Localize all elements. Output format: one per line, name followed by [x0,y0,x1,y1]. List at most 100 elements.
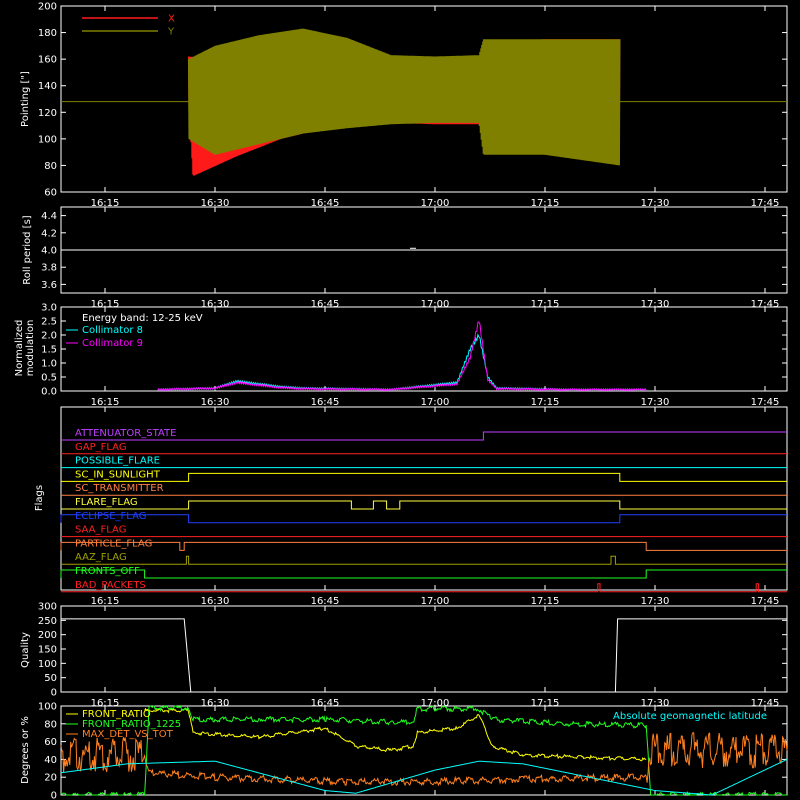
panel-frame [60,5,788,193]
flag-label: ECLIPSE_FLAG [75,511,146,522]
y-tick-label: 200 [38,2,57,13]
y-tick-label: 40 [44,755,57,766]
y-tick-label: 0 [51,791,57,800]
x-tick-label: 17:15 [531,299,560,310]
flag-label: POSSIBLE_FLARE [75,456,160,467]
x-tick-label: 17:15 [531,698,560,709]
x-tick-label: 16:15 [91,698,120,709]
x-tick-label: 16:15 [91,299,120,310]
x-tick-label: 16:30 [201,596,230,607]
y-axis-label: Roll period [s] [22,215,33,284]
x-tick-label: 17:00 [421,596,450,607]
x-tick-label: 16:15 [91,596,120,607]
x-tick-label: 17:15 [531,397,560,408]
y-tick-label: 100 [38,702,57,713]
flag-trace [60,541,787,551]
x-tick-label: 16:30 [201,198,230,209]
y-tick-label: 4.0 [41,246,57,257]
y-axis-label: Quality [20,632,31,668]
flag-label: ATTENUATOR_STATE [75,428,176,439]
series-collimator-9 [157,321,647,392]
x-tick-label: 16:30 [201,698,230,709]
y-tick-label: 3.0 [41,303,57,314]
y-tick-label: 0.0 [41,387,57,398]
series-max-det-vs-tot [60,732,788,787]
y-tick-label: 80 [44,719,57,730]
y-tick-label: 1.0 [41,359,57,370]
y-tick-label: 140 [38,81,57,92]
y-tick-label: 160 [38,55,57,66]
x-tick-label: 16:15 [91,198,120,209]
y-tick-label: 100 [38,134,57,145]
series-front-ratio [144,707,647,762]
x-tick-label: 16:45 [311,397,340,408]
y-tick-label: 1.5 [41,345,57,356]
flag-trace [61,583,787,593]
x-tick-label: 17:45 [751,397,780,408]
x-tick-label: 17:15 [531,198,560,209]
y-tick-label: 150 [38,645,57,656]
series-absolute geomagnetic latitude [60,758,788,796]
x-tick-label: 17:00 [421,198,450,209]
panel-6: 100 80 60 40 20 0 Degrees or % FRONT_RATIOFRONT… [20,702,788,800]
quality-line [61,618,787,693]
flag-label: GAP_FLAG [75,442,127,453]
panel-3: 16:15 16:30 16:45 17:00 17:15 17:30 17:45 3.0 2.… [14,303,788,408]
y-axis-label: Normalizedmodulation [14,320,36,377]
y-tick-label: 60 [44,188,57,199]
y-tick-label: 3.8 [41,263,57,274]
y-axis-label: Pointing ["] [20,71,31,127]
y-tick-label: 0.5 [41,373,57,384]
flag-label: SC_IN_SUNLIGHT [75,469,161,480]
x-tick-label: 16:15 [91,397,120,408]
legend-title: Energy band: 12-25 keV [82,313,203,324]
flag-label: SC_TRANSMITTER [75,483,164,494]
panel-2: 16:15 16:30 16:45 17:00 17:15 17:30 17:45 4.4 4.… [22,206,788,310]
y-tick-label: 120 [38,108,57,119]
x-tick-label: 17:00 [421,698,450,709]
flag-trace [61,472,787,482]
x-tick-label: 16:45 [311,299,340,310]
y-tick-label: 180 [38,28,57,39]
x-tick-label: 17:45 [751,198,780,209]
series-Y-oscillation [187,28,621,166]
legend-label: Collimator 8 [82,325,143,336]
x-tick-label: 16:45 [311,198,340,209]
flag-label: FLARE_FLAG [75,497,138,508]
panel-5: 16:15 16:30 16:45 17:00 17:15 17:30 17:45 300 25… [20,602,788,709]
series-collimator-8 [157,333,647,392]
y-tick-label: 4.2 [41,228,57,239]
flag-label: SAA_FLAG [75,525,126,536]
x-tick-label: 17:30 [641,397,670,408]
y-axis-label: Flags [34,485,45,511]
flag-label: PARTICLE_FLAG [75,538,152,549]
legend-label: FRONT_RATIO [82,709,151,720]
legend-label: Y [167,27,175,38]
x-tick-label: 17:15 [531,596,560,607]
flag-trace [60,514,787,524]
panel-1: 16:15 16:30 16:45 17:00 17:15 17:30 17:45 200 18… [20,2,788,209]
x-tick-label: 17:30 [641,596,670,607]
x-tick-label: 17:30 [641,698,670,709]
y-tick-label: 3.6 [41,280,57,291]
x-tick-label: 16:30 [201,397,230,408]
x-tick-label: 17:45 [751,596,780,607]
flag-trace [61,555,787,565]
y-tick-label: 60 [44,737,57,748]
x-tick-label: 16:45 [311,698,340,709]
annotation-geomagnetic-latitude: Absolute geomagnetic latitude [613,711,767,722]
series-front-ratio-1225 [60,704,787,797]
panel-4: 16:15 16:30 16:45 17:00 17:15 17:30 17:45 Flags… [34,406,788,607]
x-tick-label: 17:00 [421,299,450,310]
y-tick-label: 4.4 [41,211,57,222]
y-axis-label: Degrees or % [20,716,31,784]
x-tick-label: 17:30 [641,198,670,209]
x-tick-label: 16:30 [201,299,230,310]
y-tick-label: 2.5 [41,317,57,328]
x-tick-label: 17:45 [751,299,780,310]
flag-trace [61,500,787,510]
x-tick-label: 16:45 [311,596,340,607]
y-tick-label: 20 [44,773,57,784]
y-tick-label: 2.0 [41,331,57,342]
panel-frame [60,406,788,591]
